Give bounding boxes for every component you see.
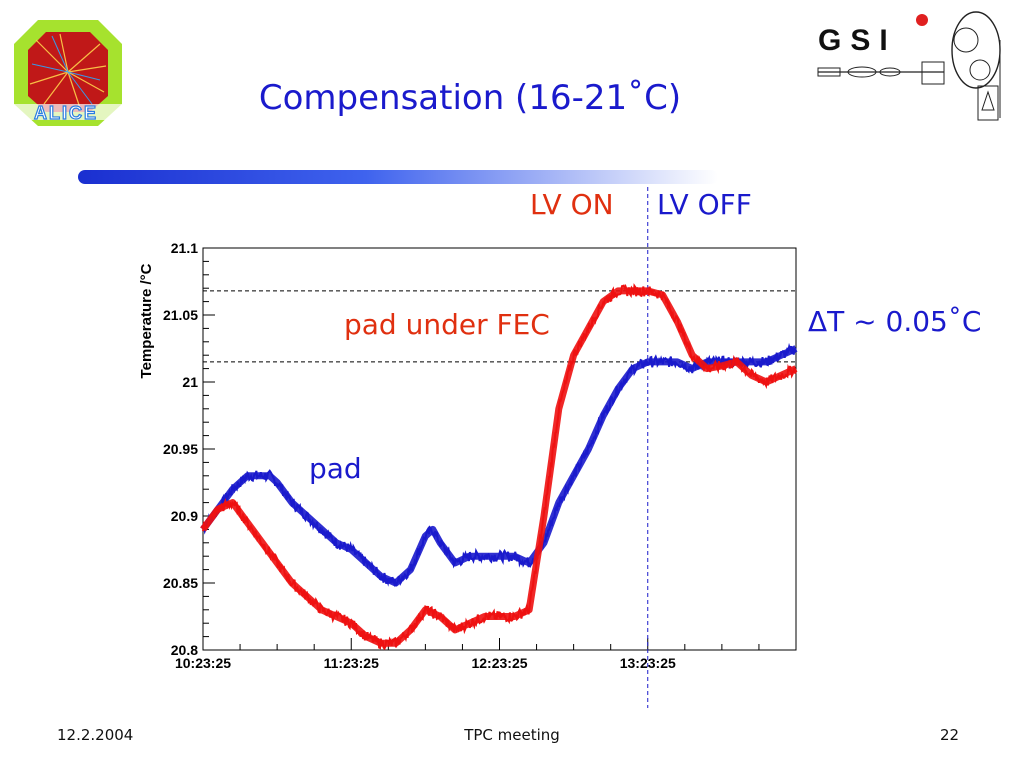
pad-label: pad bbox=[309, 452, 362, 485]
y-tick-label: 20.85 bbox=[163, 575, 198, 591]
y-tick-label: 21.05 bbox=[163, 307, 198, 323]
y-tick-label: 21 bbox=[182, 374, 198, 390]
pad-under-fec-series-line-noise bbox=[202, 283, 797, 651]
title-underline-bar bbox=[78, 170, 718, 184]
slide-title: Compensation (16-21˚C) bbox=[258, 78, 682, 118]
alice-logo-text: ALICE bbox=[34, 103, 98, 123]
page-number: 22 bbox=[940, 726, 960, 744]
y-axis-label: Temperature /°C bbox=[138, 263, 155, 378]
y-tick-label: 20.95 bbox=[163, 441, 198, 457]
pad-series-line-noise bbox=[202, 342, 797, 588]
y-tick-label: 20.8 bbox=[171, 642, 198, 658]
alice-logo: ALICE bbox=[12, 20, 124, 126]
y-tick-label: 20.9 bbox=[171, 508, 198, 524]
plot-area: 20.8 20.85 20.9 20.95 21 21.05 21.1 10:23:25 11:… bbox=[138, 180, 798, 708]
lv-on-label: LV ON bbox=[530, 188, 614, 221]
plot-frame bbox=[202, 247, 797, 651]
x-tick-label: 12:23:25 bbox=[471, 655, 527, 671]
lv-off-label: LV OFF bbox=[657, 188, 752, 221]
y-tick-label: 21.1 bbox=[171, 240, 198, 256]
pad-under-fec-label: pad under FEC bbox=[344, 308, 550, 341]
footer-meeting: TPC meeting bbox=[464, 726, 560, 744]
x-tick-label: 11:23:25 bbox=[324, 655, 379, 671]
delta-t-label: ΔT ~ 0.05˚C bbox=[808, 305, 982, 338]
footer-date: 12.2.2004 bbox=[57, 726, 134, 744]
gsi-logo: GSI bbox=[817, 11, 1001, 121]
gsi-logo-text: GSI bbox=[818, 24, 897, 57]
x-tick-label: 10:23:25 bbox=[175, 655, 231, 671]
